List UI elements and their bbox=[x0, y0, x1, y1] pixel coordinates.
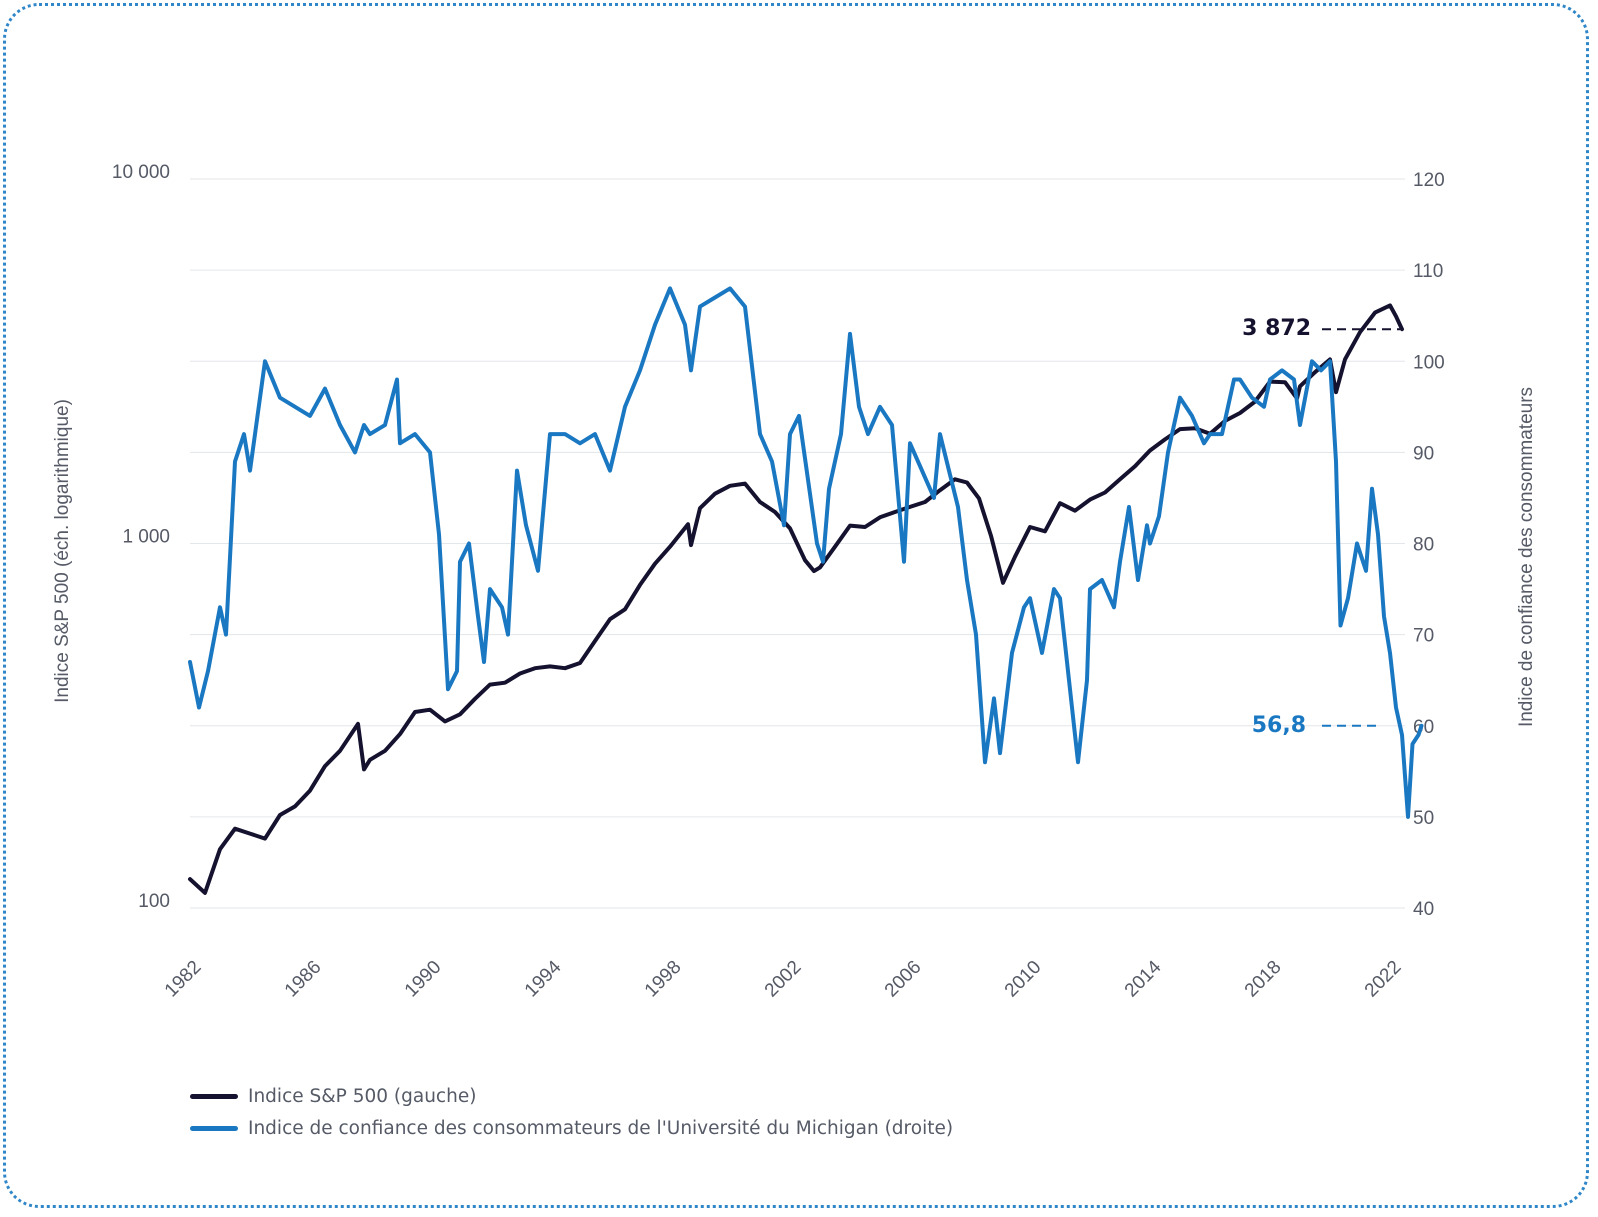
right-tick-label: 60 bbox=[1413, 717, 1434, 738]
series-line-sp500 bbox=[188, 303, 1404, 895]
left-axis-ticks: 100 1 000 10 000 bbox=[112, 162, 170, 912]
legend-label-sp500: Indice S&P 500 (gauche) bbox=[248, 1085, 477, 1107]
legend: Indice S&P 500 (gauche) Indice de confia… bbox=[190, 1080, 953, 1144]
legend-label-confidence: Indice de confiance des consommateurs de… bbox=[248, 1117, 954, 1139]
right-tick-label: 40 bbox=[1413, 899, 1434, 920]
x-tick-label: 2014 bbox=[1121, 956, 1166, 1001]
left-axis-title: Indice S&P 500 (éch. logarithmique) bbox=[52, 399, 73, 703]
legend-item-confidence: Indice de confiance des consommateurs de… bbox=[190, 1112, 953, 1144]
x-tick-label: 1990 bbox=[401, 957, 446, 1002]
series-lines bbox=[188, 286, 1424, 895]
legend-swatch-sp500 bbox=[190, 1093, 238, 1099]
legend-swatch-confidence bbox=[190, 1125, 238, 1131]
x-tick-label: 1982 bbox=[161, 957, 206, 1002]
x-tick-label: 2002 bbox=[761, 957, 806, 1002]
gridlines bbox=[190, 178, 1405, 909]
x-tick-label: 2010 bbox=[1001, 957, 1046, 1002]
right-tick-label: 120 bbox=[1413, 170, 1445, 191]
right-tick-label: 100 bbox=[1413, 352, 1445, 373]
x-tick-label: 2022 bbox=[1361, 957, 1406, 1002]
left-tick-label: 1 000 bbox=[122, 527, 170, 548]
x-tick-label: 1994 bbox=[521, 956, 566, 1001]
x-tick-label: 2018 bbox=[1241, 957, 1286, 1002]
left-tick-label: 100 bbox=[138, 891, 170, 912]
annotations: 3 872 56,8 bbox=[1242, 316, 1400, 738]
left-tick-label: 10 000 bbox=[112, 162, 170, 183]
x-tick-label: 2006 bbox=[881, 957, 926, 1002]
annotation-label-confidence: 56,8 bbox=[1252, 713, 1306, 738]
series-line-confidence bbox=[188, 286, 1424, 819]
x-axis-ticks: 1982 1986 1990 1994 1998 2002 2006 2010 2014 2018… bbox=[161, 956, 1406, 1001]
annotation-label-sp500: 3 872 bbox=[1242, 316, 1311, 341]
right-tick-label: 110 bbox=[1413, 261, 1443, 282]
right-tick-label: 70 bbox=[1413, 626, 1434, 647]
right-axis-title: Indice de confiance des consommateurs bbox=[1516, 387, 1537, 727]
x-tick-label: 1986 bbox=[281, 957, 326, 1002]
right-tick-label: 90 bbox=[1413, 443, 1434, 464]
legend-item-sp500: Indice S&P 500 (gauche) bbox=[190, 1080, 953, 1112]
chart-frame bbox=[3, 3, 1589, 1208]
right-axis-ticks: 40 50 60 70 80 90 100 110 120 bbox=[1413, 170, 1445, 920]
right-tick-label: 80 bbox=[1413, 535, 1434, 556]
right-tick-label: 50 bbox=[1413, 808, 1434, 829]
x-tick-label: 1998 bbox=[641, 957, 686, 1002]
